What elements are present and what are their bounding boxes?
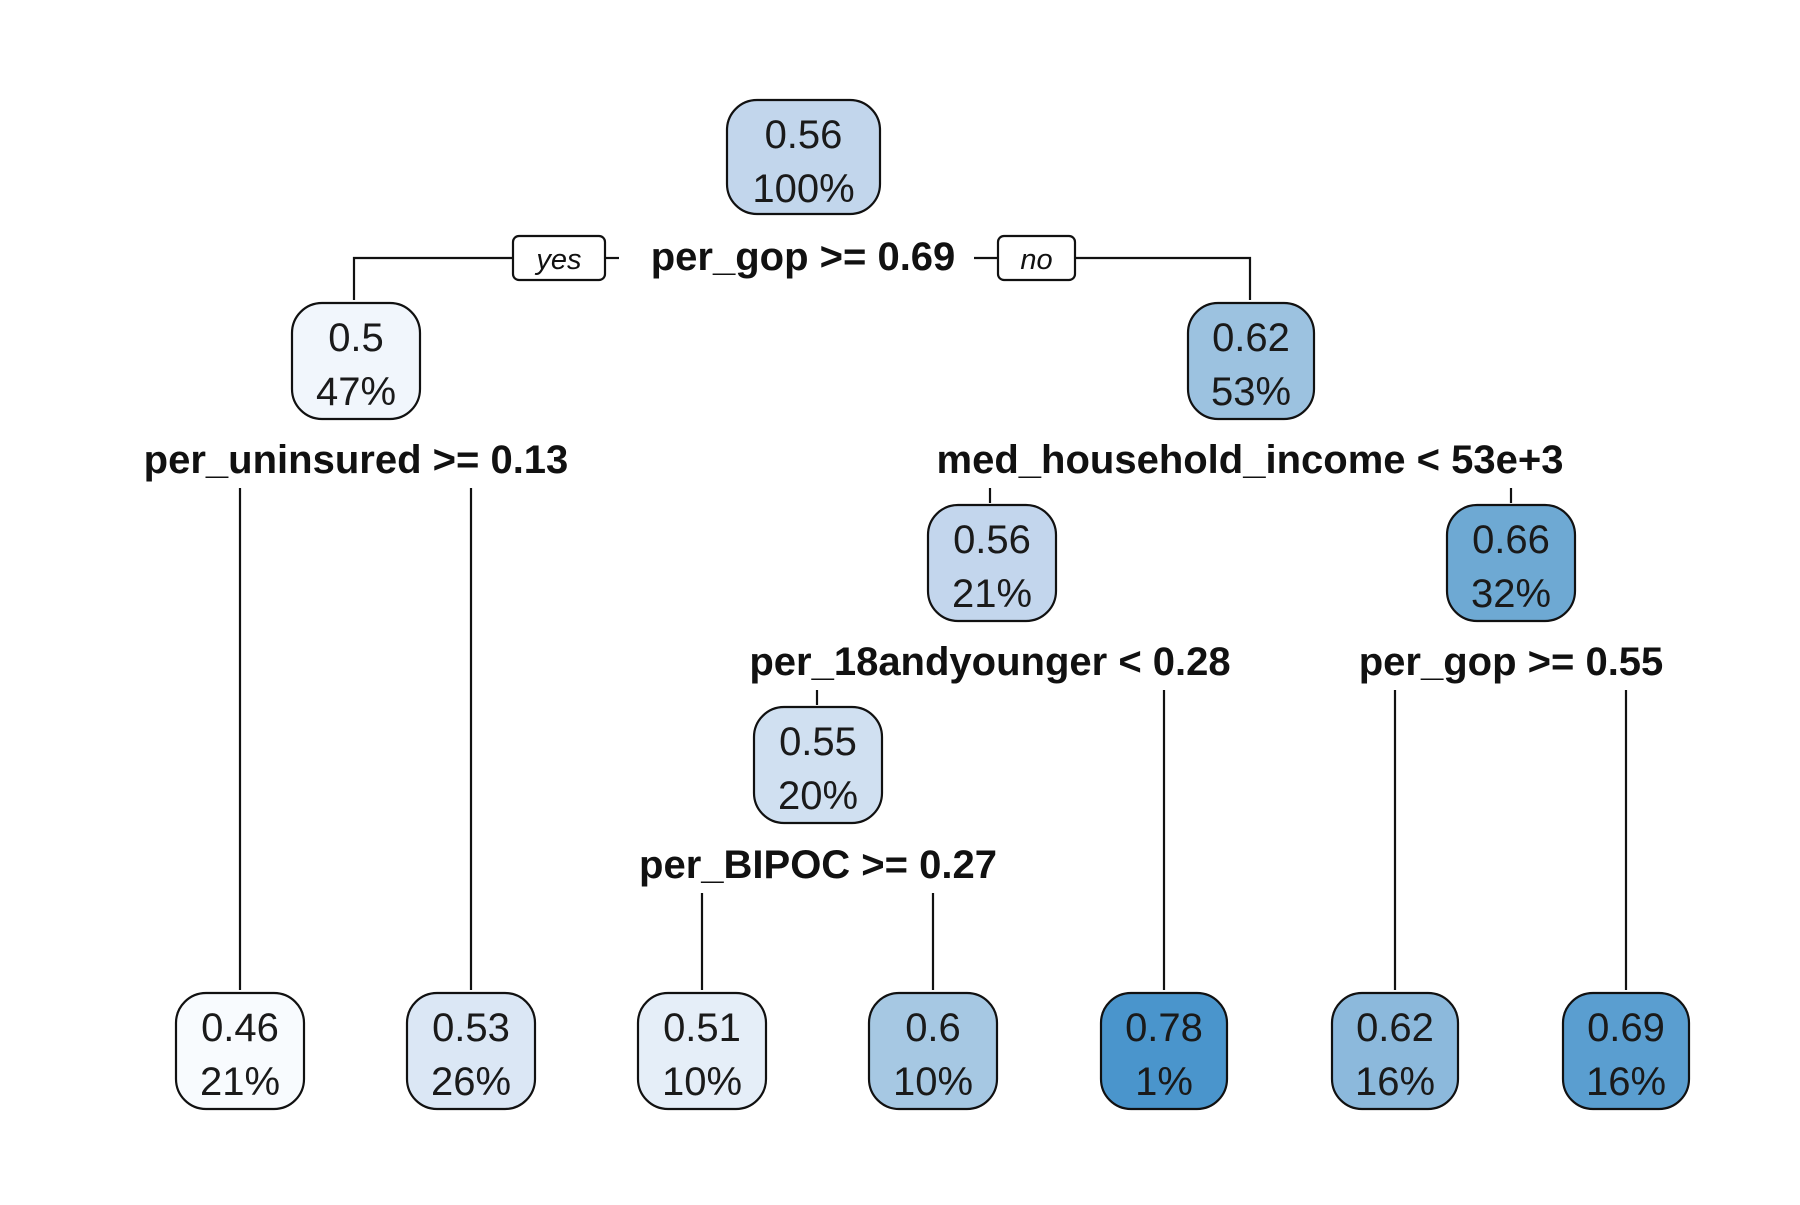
leaf-value: 0.69 — [1587, 1006, 1665, 1050]
leaf-box — [867, 991, 999, 1111]
tree-node-n7: 0.66 32% — [1445, 503, 1577, 623]
tree-node-n3: 0.62 53% — [1186, 301, 1316, 421]
tree-node-root: 0.56 100% — [725, 98, 882, 216]
leaf-box — [1099, 991, 1229, 1111]
branch-no-tag: no — [996, 234, 1077, 282]
leaf-box — [1561, 991, 1691, 1111]
tree-node-n6: 0.56 21% — [926, 503, 1058, 623]
tree-leaf-l5: 0.53 26% — [405, 991, 537, 1111]
node-value: 0.5 — [328, 316, 384, 360]
tree-leaf-l25: 0.6 10% — [867, 991, 999, 1111]
edge-root-right — [1073, 256, 1252, 300]
leaf-box — [405, 991, 537, 1111]
leaf-percent: 16% — [1586, 1060, 1666, 1104]
leaf-box — [174, 991, 306, 1111]
split-label-root: per_gop >= 0.69 — [651, 235, 956, 279]
split-label-n6: per_18andyounger < 0.28 — [749, 640, 1230, 684]
leaf-percent: 16% — [1355, 1060, 1435, 1104]
leaf-value: 0.78 — [1125, 1006, 1203, 1050]
branch-no-label: no — [1020, 244, 1052, 276]
node-percent: 21% — [952, 572, 1032, 616]
split-labels: per_gop >= 0.69 per_uninsured >= 0.13 me… — [144, 235, 1664, 887]
edge-root-left — [352, 256, 512, 300]
tree-leaf-l13: 0.78 1% — [1099, 991, 1229, 1111]
leaf-value: 0.6 — [905, 1006, 961, 1050]
leaf-value: 0.46 — [201, 1006, 279, 1050]
node-value: 0.56 — [765, 113, 843, 157]
node-box — [1445, 503, 1577, 623]
tree-leaf-l15: 0.69 16% — [1561, 991, 1691, 1111]
node-value: 0.56 — [953, 518, 1031, 562]
branch-yes-label: yes — [534, 244, 581, 276]
leaf-box — [636, 991, 768, 1111]
leaf-percent: 10% — [662, 1060, 742, 1104]
node-percent: 20% — [778, 774, 858, 818]
leaf-percent: 1% — [1135, 1060, 1193, 1104]
tree-node-n12: 0.55 20% — [752, 705, 884, 825]
split-label-n12: per_BIPOC >= 0.27 — [639, 843, 997, 887]
leaf-value: 0.51 — [663, 1006, 741, 1050]
leaf-percent: 21% — [200, 1060, 280, 1104]
tree-leaf-l24: 0.51 10% — [636, 991, 768, 1111]
node-box — [752, 705, 884, 825]
leaf-value: 0.62 — [1356, 1006, 1434, 1050]
node-box — [926, 503, 1058, 623]
node-percent: 100% — [752, 167, 854, 211]
node-value: 0.55 — [779, 720, 857, 764]
node-percent: 47% — [316, 370, 396, 414]
node-percent: 32% — [1471, 572, 1551, 616]
node-box — [1186, 301, 1316, 421]
branch-yes-tag: yes — [511, 234, 607, 282]
node-box — [290, 301, 422, 421]
leaf-percent: 10% — [893, 1060, 973, 1104]
tree-leaf-l4: 0.46 21% — [174, 991, 306, 1111]
tree-edges — [238, 256, 1628, 990]
leaf-box — [1330, 991, 1460, 1111]
split-label-n3: med_household_income < 53e+3 — [937, 438, 1564, 482]
node-value: 0.66 — [1472, 518, 1550, 562]
leaf-value: 0.53 — [432, 1006, 510, 1050]
node-value: 0.62 — [1212, 316, 1290, 360]
tree-leaf-l14: 0.62 16% — [1330, 991, 1460, 1111]
split-label-n2: per_uninsured >= 0.13 — [144, 438, 569, 482]
leaf-percent: 26% — [431, 1060, 511, 1104]
node-box — [725, 98, 882, 216]
split-label-n7: per_gop >= 0.55 — [1359, 640, 1664, 684]
node-percent: 53% — [1211, 370, 1291, 414]
tree-node-n2: 0.5 47% — [290, 301, 422, 421]
